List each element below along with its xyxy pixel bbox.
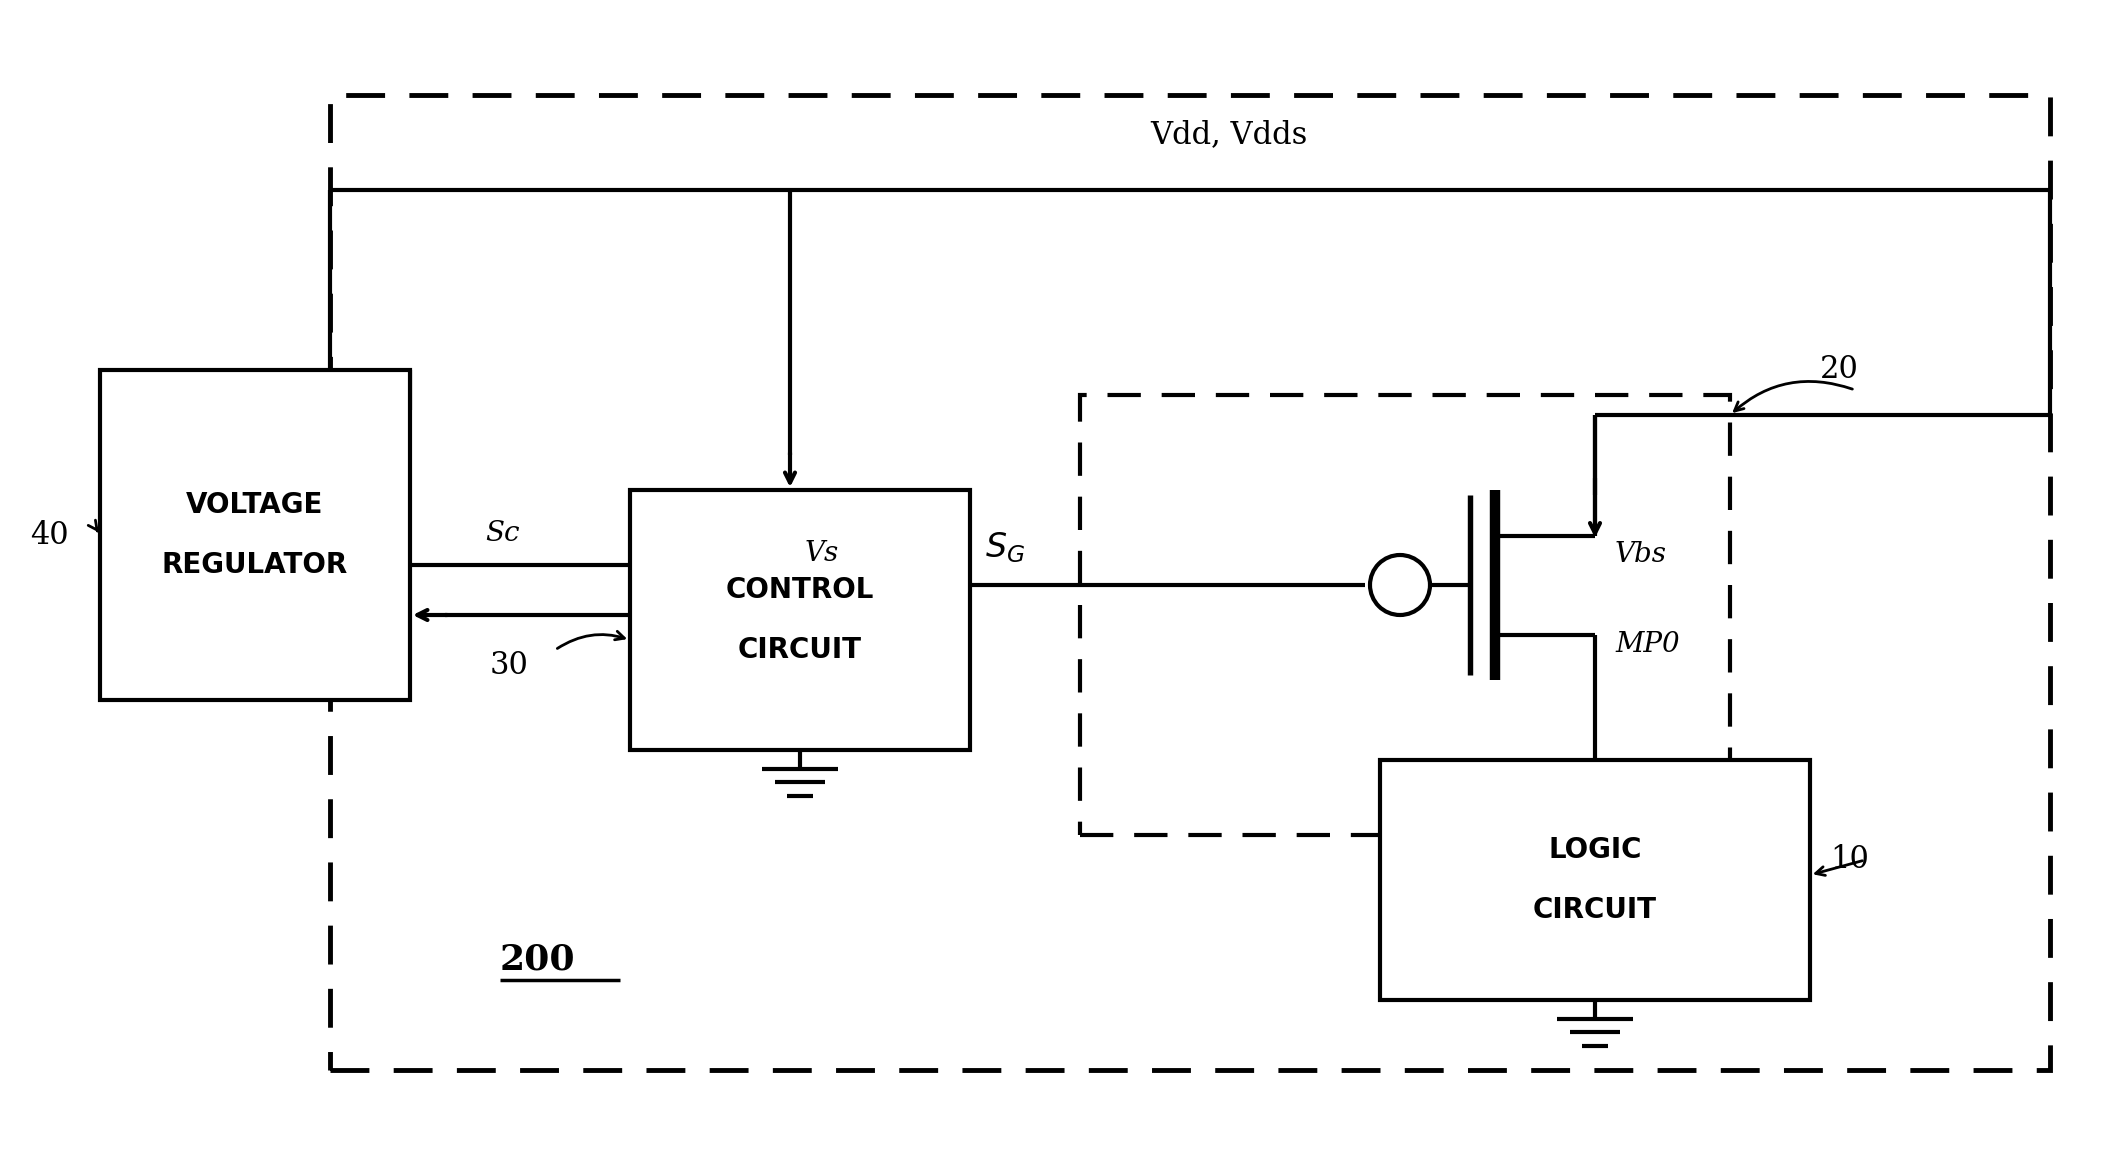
- Text: 200: 200: [500, 943, 576, 978]
- Text: Vdd, Vdds: Vdd, Vdds: [1151, 120, 1307, 151]
- Text: CONTROL: CONTROL: [727, 576, 875, 604]
- Text: CIRCUIT: CIRCUIT: [737, 636, 862, 664]
- Text: VOLTAGE: VOLTAGE: [186, 491, 324, 519]
- Bar: [331, 95, 2049, 1070]
- Text: Vs: Vs: [805, 540, 839, 567]
- Bar: [100, 370, 409, 700]
- Text: Sc: Sc: [485, 520, 519, 547]
- Text: Vbs: Vbs: [1615, 541, 1668, 569]
- Bar: [1379, 760, 1810, 1000]
- Text: $S_G$: $S_G$: [985, 531, 1026, 565]
- Text: 20: 20: [1820, 354, 1858, 385]
- Bar: [629, 490, 971, 750]
- Text: REGULATOR: REGULATOR: [161, 551, 348, 579]
- Text: 10: 10: [1831, 844, 1869, 875]
- Text: 40: 40: [30, 519, 68, 550]
- Text: MP0: MP0: [1615, 632, 1680, 658]
- Text: 30: 30: [489, 649, 530, 680]
- Text: CIRCUIT: CIRCUIT: [1532, 896, 1657, 924]
- Bar: [1081, 395, 1729, 835]
- Text: LOGIC: LOGIC: [1549, 836, 1642, 864]
